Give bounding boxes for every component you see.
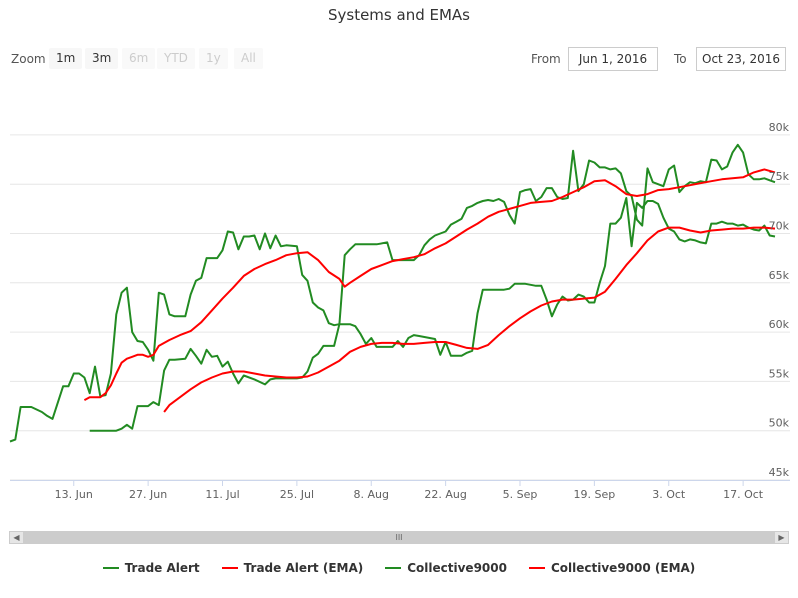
legend: Trade Alert Trade Alert (EMA) Collective… <box>0 561 798 575</box>
y-tick-label: 60k <box>769 318 790 331</box>
to-date-input[interactable]: Oct 23, 2016 <box>696 47 786 71</box>
y-tick-label: 45k <box>769 466 790 479</box>
x-tick-label: 17. Oct <box>723 488 764 501</box>
legend-label: Trade Alert <box>124 561 200 575</box>
scroll-right-arrow-icon[interactable]: ▶ <box>775 532 788 543</box>
series-line-collective9000[interactable] <box>89 143 776 432</box>
series-line-trade-alert[interactable] <box>9 197 776 443</box>
series-line-collective9000-ema[interactable] <box>163 226 776 413</box>
x-tick-label: 19. Sep <box>574 488 616 501</box>
legend-swatch <box>102 567 119 569</box>
legend-label: Collective9000 (EMA) <box>550 561 696 575</box>
x-tick-label: 13. Jun <box>55 488 93 501</box>
zoom-1m-button[interactable]: 1m <box>49 48 83 69</box>
legend-item-trade-alert[interactable]: Trade Alert <box>102 561 200 575</box>
zoom-3m-button[interactable]: 3m <box>85 48 119 69</box>
legend-swatch <box>385 567 402 569</box>
legend-item-collective9000[interactable]: Collective9000 <box>385 561 507 575</box>
y-tick-label: 65k <box>769 269 790 282</box>
y-tick-label: 55k <box>769 367 790 380</box>
x-tick-label: 27. Jun <box>129 488 167 501</box>
zoom-all-button[interactable]: All <box>234 48 263 69</box>
x-tick-label: 25. Jul <box>280 488 314 501</box>
legend-swatch <box>221 567 238 569</box>
y-tick-label: 75k <box>769 170 790 183</box>
from-label: From <box>531 52 561 66</box>
legend-label: Trade Alert (EMA) <box>243 561 364 575</box>
y-tick-label: 80k <box>769 121 790 134</box>
zoom-ytd-button[interactable]: YTD <box>157 48 195 69</box>
legend-swatch <box>528 567 545 569</box>
scroll-left-arrow-icon[interactable]: ◀ <box>10 532 23 543</box>
y-tick-label: 50k <box>769 417 790 430</box>
chart-plot: 45k 50k 55k 60k 65k 70k 75k 80k 13. Jun 27. Jun 1… <box>9 121 790 501</box>
navigator-scrollbar[interactable]: ◀ III ▶ <box>9 531 789 544</box>
x-tick-label: 8. Aug <box>354 488 389 501</box>
from-date-input[interactable]: Jun 1, 2016 <box>568 47 658 71</box>
scrollbar-thumb[interactable]: III <box>23 532 775 543</box>
x-tick-label: 3. Oct <box>652 488 686 501</box>
x-tick-label: 22. Aug <box>424 488 466 501</box>
legend-item-collective9000-ema[interactable]: Collective9000 (EMA) <box>528 561 696 575</box>
zoom-label: Zoom <box>11 52 46 66</box>
legend-item-trade-alert-ema[interactable]: Trade Alert (EMA) <box>221 561 364 575</box>
zoom-1y-button[interactable]: 1y <box>199 48 228 69</box>
x-tick-label: 11. Jul <box>205 488 239 501</box>
legend-label: Collective9000 <box>407 561 507 575</box>
series-line-trade-alert-ema[interactable] <box>83 168 776 401</box>
x-tick-label: 5. Sep <box>503 488 538 501</box>
zoom-6m-button[interactable]: 6m <box>122 48 156 69</box>
to-label: To <box>674 52 687 66</box>
y-tick-label: 70k <box>769 220 790 233</box>
chart-title: Systems and EMAs <box>327 6 470 24</box>
